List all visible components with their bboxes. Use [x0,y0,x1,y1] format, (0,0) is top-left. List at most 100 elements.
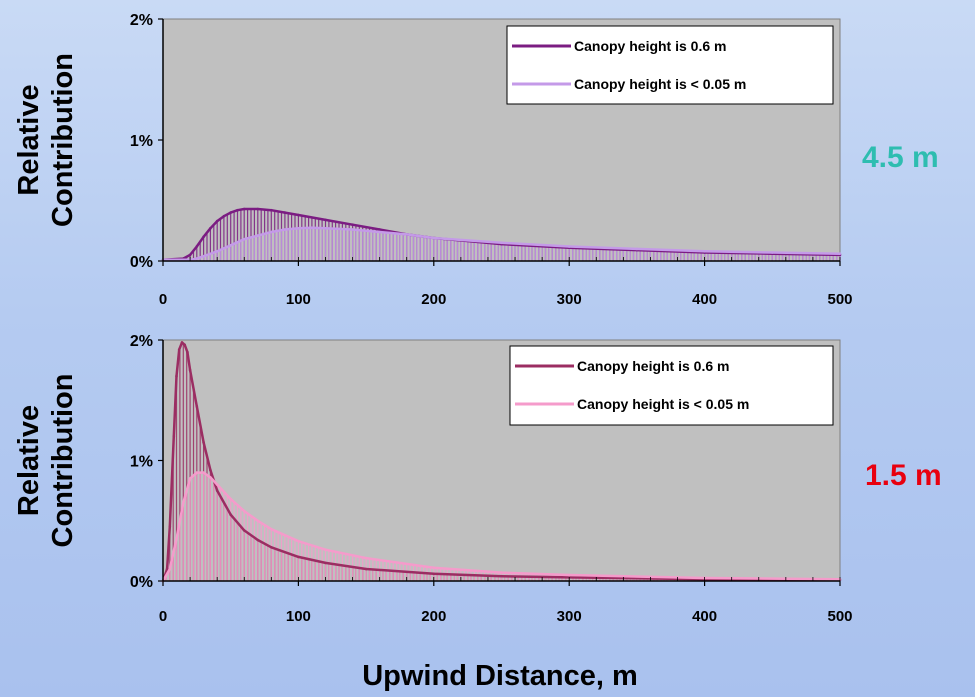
data-point [351,228,354,231]
data-point [229,211,232,214]
data-point [256,207,260,211]
data-point [222,214,226,218]
x-tick-label: 0 [159,291,167,308]
data-point [432,566,436,569]
data-point [324,218,327,222]
data-point [188,368,192,372]
data-point [270,208,273,212]
data-point [297,555,300,559]
data-point [188,253,192,257]
data-point [215,250,219,253]
data-point [175,537,178,541]
x-tick-label: 200 [421,291,446,308]
x-tick-label: 400 [692,291,717,308]
data-point [229,513,232,516]
data-point [188,477,192,480]
data-point [500,571,503,574]
data-point [270,546,273,549]
data-point [378,228,381,231]
data-point [215,219,219,223]
data-point [242,509,246,513]
data-point [209,227,212,230]
y-tick-label: 2% [130,12,153,29]
data-point [195,471,199,474]
data-point [186,350,189,354]
data-point [202,441,205,444]
y-tick-label: 1% [130,133,153,150]
data-point [195,245,199,248]
data-point [297,227,300,230]
legend-entry: Canopy height is < 0.05 m [574,76,746,92]
data-point [270,527,273,531]
data-point [351,223,354,226]
data-point [209,468,212,472]
data-point [703,250,706,253]
data-point [180,341,184,344]
data-point [771,251,774,254]
data-point [270,230,273,234]
data-point [324,561,327,565]
data-point [209,476,212,479]
y-tick-label: 0% [130,254,153,271]
data-point [183,343,186,347]
x-axis-title: Upwind Distance, m [362,660,638,692]
data-point [567,245,571,248]
data-point [242,529,246,532]
data-point [168,525,172,529]
y-tick-label: 2% [130,333,153,350]
data-point [310,226,314,229]
data-point [195,405,199,408]
data-point [202,254,205,258]
data-point [256,538,260,542]
data-point [297,213,300,217]
x-tick-label: 100 [286,291,311,308]
legend-entry: Canopy height is 0.6 m [577,358,729,374]
x-tick-label: 400 [692,608,717,625]
data-point [283,211,287,214]
data-point [172,435,176,438]
data-point [229,244,232,247]
series-1-hatch [192,227,841,261]
data-point [175,374,178,378]
data-point [242,237,246,241]
data-point [256,519,260,523]
data-point [168,567,172,571]
y-axis-title-line: Relative [13,405,45,516]
y-axis-title-line: Relative [13,84,45,195]
data-point [364,567,368,571]
x-tick-label: 500 [827,608,852,625]
data-point [165,567,169,571]
data-point [405,233,409,236]
data-point [635,247,639,251]
data-point [567,573,571,577]
data-point [215,483,219,486]
panel-label: 4.5 m [862,141,939,174]
data-point [215,489,219,492]
data-point [229,497,232,501]
data-point [242,207,246,211]
legend-box [506,25,834,105]
y-axis-title-line: Contribution [47,53,79,227]
chart-bottom: 0 100 200 300 400 500 0% 1% 2% Relative Contributi… [13,333,942,625]
x-tick-label: 300 [557,291,582,308]
legend-box [509,345,834,426]
data-point [500,241,503,245]
x-tick-label: 100 [286,608,311,625]
data-point [297,539,300,543]
data-point [195,257,199,260]
data-point [432,236,436,240]
data-point [324,227,327,230]
data-point [500,574,503,578]
y-axis-title-line: Contribution [47,374,79,548]
data-point [283,228,287,231]
data-point [236,208,239,212]
y-tick-label: 0% [130,574,153,591]
x-tick-label: 300 [557,608,582,625]
data-point [838,252,842,255]
y-tick-label: 1% [130,454,153,471]
series-1-hatch [165,472,841,581]
data-point [182,501,185,505]
data-point [432,572,436,576]
x-tick-label: 200 [421,608,446,625]
